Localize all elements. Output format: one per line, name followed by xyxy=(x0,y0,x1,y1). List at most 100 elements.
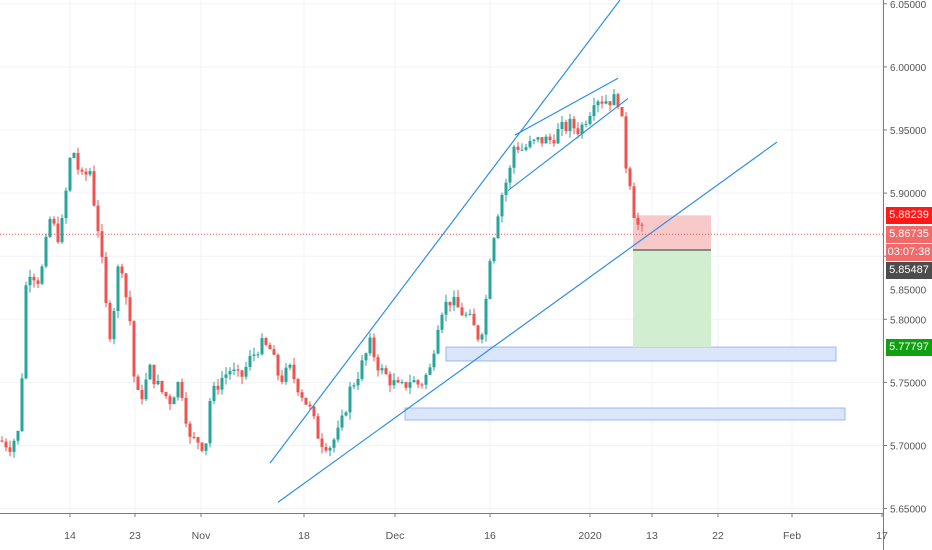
candle xyxy=(356,372,360,390)
candle xyxy=(36,277,40,289)
candle-body xyxy=(48,218,52,237)
candle-body xyxy=(320,438,324,448)
candle xyxy=(536,136,540,143)
candle xyxy=(160,380,164,395)
candle xyxy=(344,410,348,417)
candle xyxy=(628,166,632,190)
candle-body xyxy=(600,101,604,104)
candle xyxy=(464,311,468,318)
candle-body xyxy=(328,447,332,451)
candle-body xyxy=(108,302,112,340)
candle xyxy=(76,147,80,175)
candle xyxy=(624,112,628,174)
candle-body xyxy=(92,171,96,206)
candle xyxy=(572,115,576,135)
candle-body xyxy=(132,321,136,377)
candle xyxy=(388,371,392,393)
candle-body xyxy=(136,376,140,391)
candle xyxy=(636,212,640,230)
candle xyxy=(144,372,148,401)
candle-body xyxy=(360,360,364,379)
candle-body xyxy=(448,301,452,306)
candle xyxy=(640,222,644,232)
candle xyxy=(248,349,252,371)
candle xyxy=(68,156,72,193)
candle-body xyxy=(20,378,24,432)
candle-body xyxy=(496,216,500,239)
candle-body xyxy=(32,276,36,281)
candle-body xyxy=(588,116,592,125)
candle-body xyxy=(268,344,272,350)
candle-body xyxy=(300,392,304,398)
candle-body xyxy=(556,128,560,144)
candle-body xyxy=(200,442,204,451)
candle-body xyxy=(532,139,536,141)
candle-body xyxy=(472,313,476,326)
wedge-lower-line[interactable] xyxy=(507,97,629,192)
candle-body xyxy=(144,379,148,400)
candle-body xyxy=(140,390,144,400)
candle-body xyxy=(224,374,228,378)
candle-body xyxy=(192,436,196,438)
support-zone-lower[interactable] xyxy=(404,407,846,421)
candle xyxy=(512,144,516,174)
candle-body xyxy=(468,313,472,315)
time-tick-label: 2020 xyxy=(578,530,602,542)
upper-channel-line[interactable] xyxy=(269,0,621,464)
candle-body xyxy=(8,447,12,452)
candle xyxy=(604,94,608,105)
candle xyxy=(12,438,16,458)
candle xyxy=(468,309,472,316)
candle xyxy=(140,384,144,405)
candle xyxy=(364,352,368,366)
candle xyxy=(308,401,312,411)
candle-body xyxy=(568,118,572,132)
candle-body xyxy=(128,297,132,322)
time-tick-label: 18 xyxy=(298,530,310,542)
candle xyxy=(440,312,444,334)
bar-countdown-label: 03:07:38 xyxy=(886,244,932,262)
candle xyxy=(460,302,464,316)
candle xyxy=(444,294,448,322)
candle xyxy=(300,389,304,402)
candle-body xyxy=(592,105,596,117)
candle-body xyxy=(196,437,200,443)
candle xyxy=(80,167,84,175)
candle xyxy=(544,134,548,144)
candle xyxy=(220,371,224,395)
candle-body xyxy=(312,406,316,417)
candle-body xyxy=(508,167,512,183)
stop-loss-zone[interactable] xyxy=(633,215,711,251)
price-tick-label: 5.90000 xyxy=(890,189,927,200)
candle-body xyxy=(296,379,300,393)
candle-body xyxy=(212,385,216,401)
candle xyxy=(228,367,232,380)
candle xyxy=(128,290,132,326)
candle-body xyxy=(272,349,276,355)
candle xyxy=(192,431,196,440)
candle xyxy=(88,167,92,177)
candle-body xyxy=(164,392,168,397)
candle-body xyxy=(492,238,496,262)
candle xyxy=(328,446,332,457)
candle-body xyxy=(580,124,584,134)
candle xyxy=(224,367,228,385)
take-profit-zone[interactable] xyxy=(633,250,711,348)
candle xyxy=(424,373,428,390)
candle-body xyxy=(60,218,64,243)
time-axis[interactable] xyxy=(0,513,883,550)
candle xyxy=(552,134,556,147)
candle-body xyxy=(172,397,176,405)
support-zone-upper[interactable] xyxy=(445,346,837,362)
candle-body xyxy=(40,266,44,284)
wedge-upper-line[interactable] xyxy=(514,77,619,136)
candle-body xyxy=(160,380,164,393)
candle-body xyxy=(436,329,440,354)
candle-body xyxy=(400,382,404,384)
candle-body xyxy=(280,375,284,382)
candle xyxy=(52,216,56,227)
lower-trend-line[interactable] xyxy=(277,141,778,503)
candle-body xyxy=(512,146,516,168)
candle xyxy=(436,325,440,355)
